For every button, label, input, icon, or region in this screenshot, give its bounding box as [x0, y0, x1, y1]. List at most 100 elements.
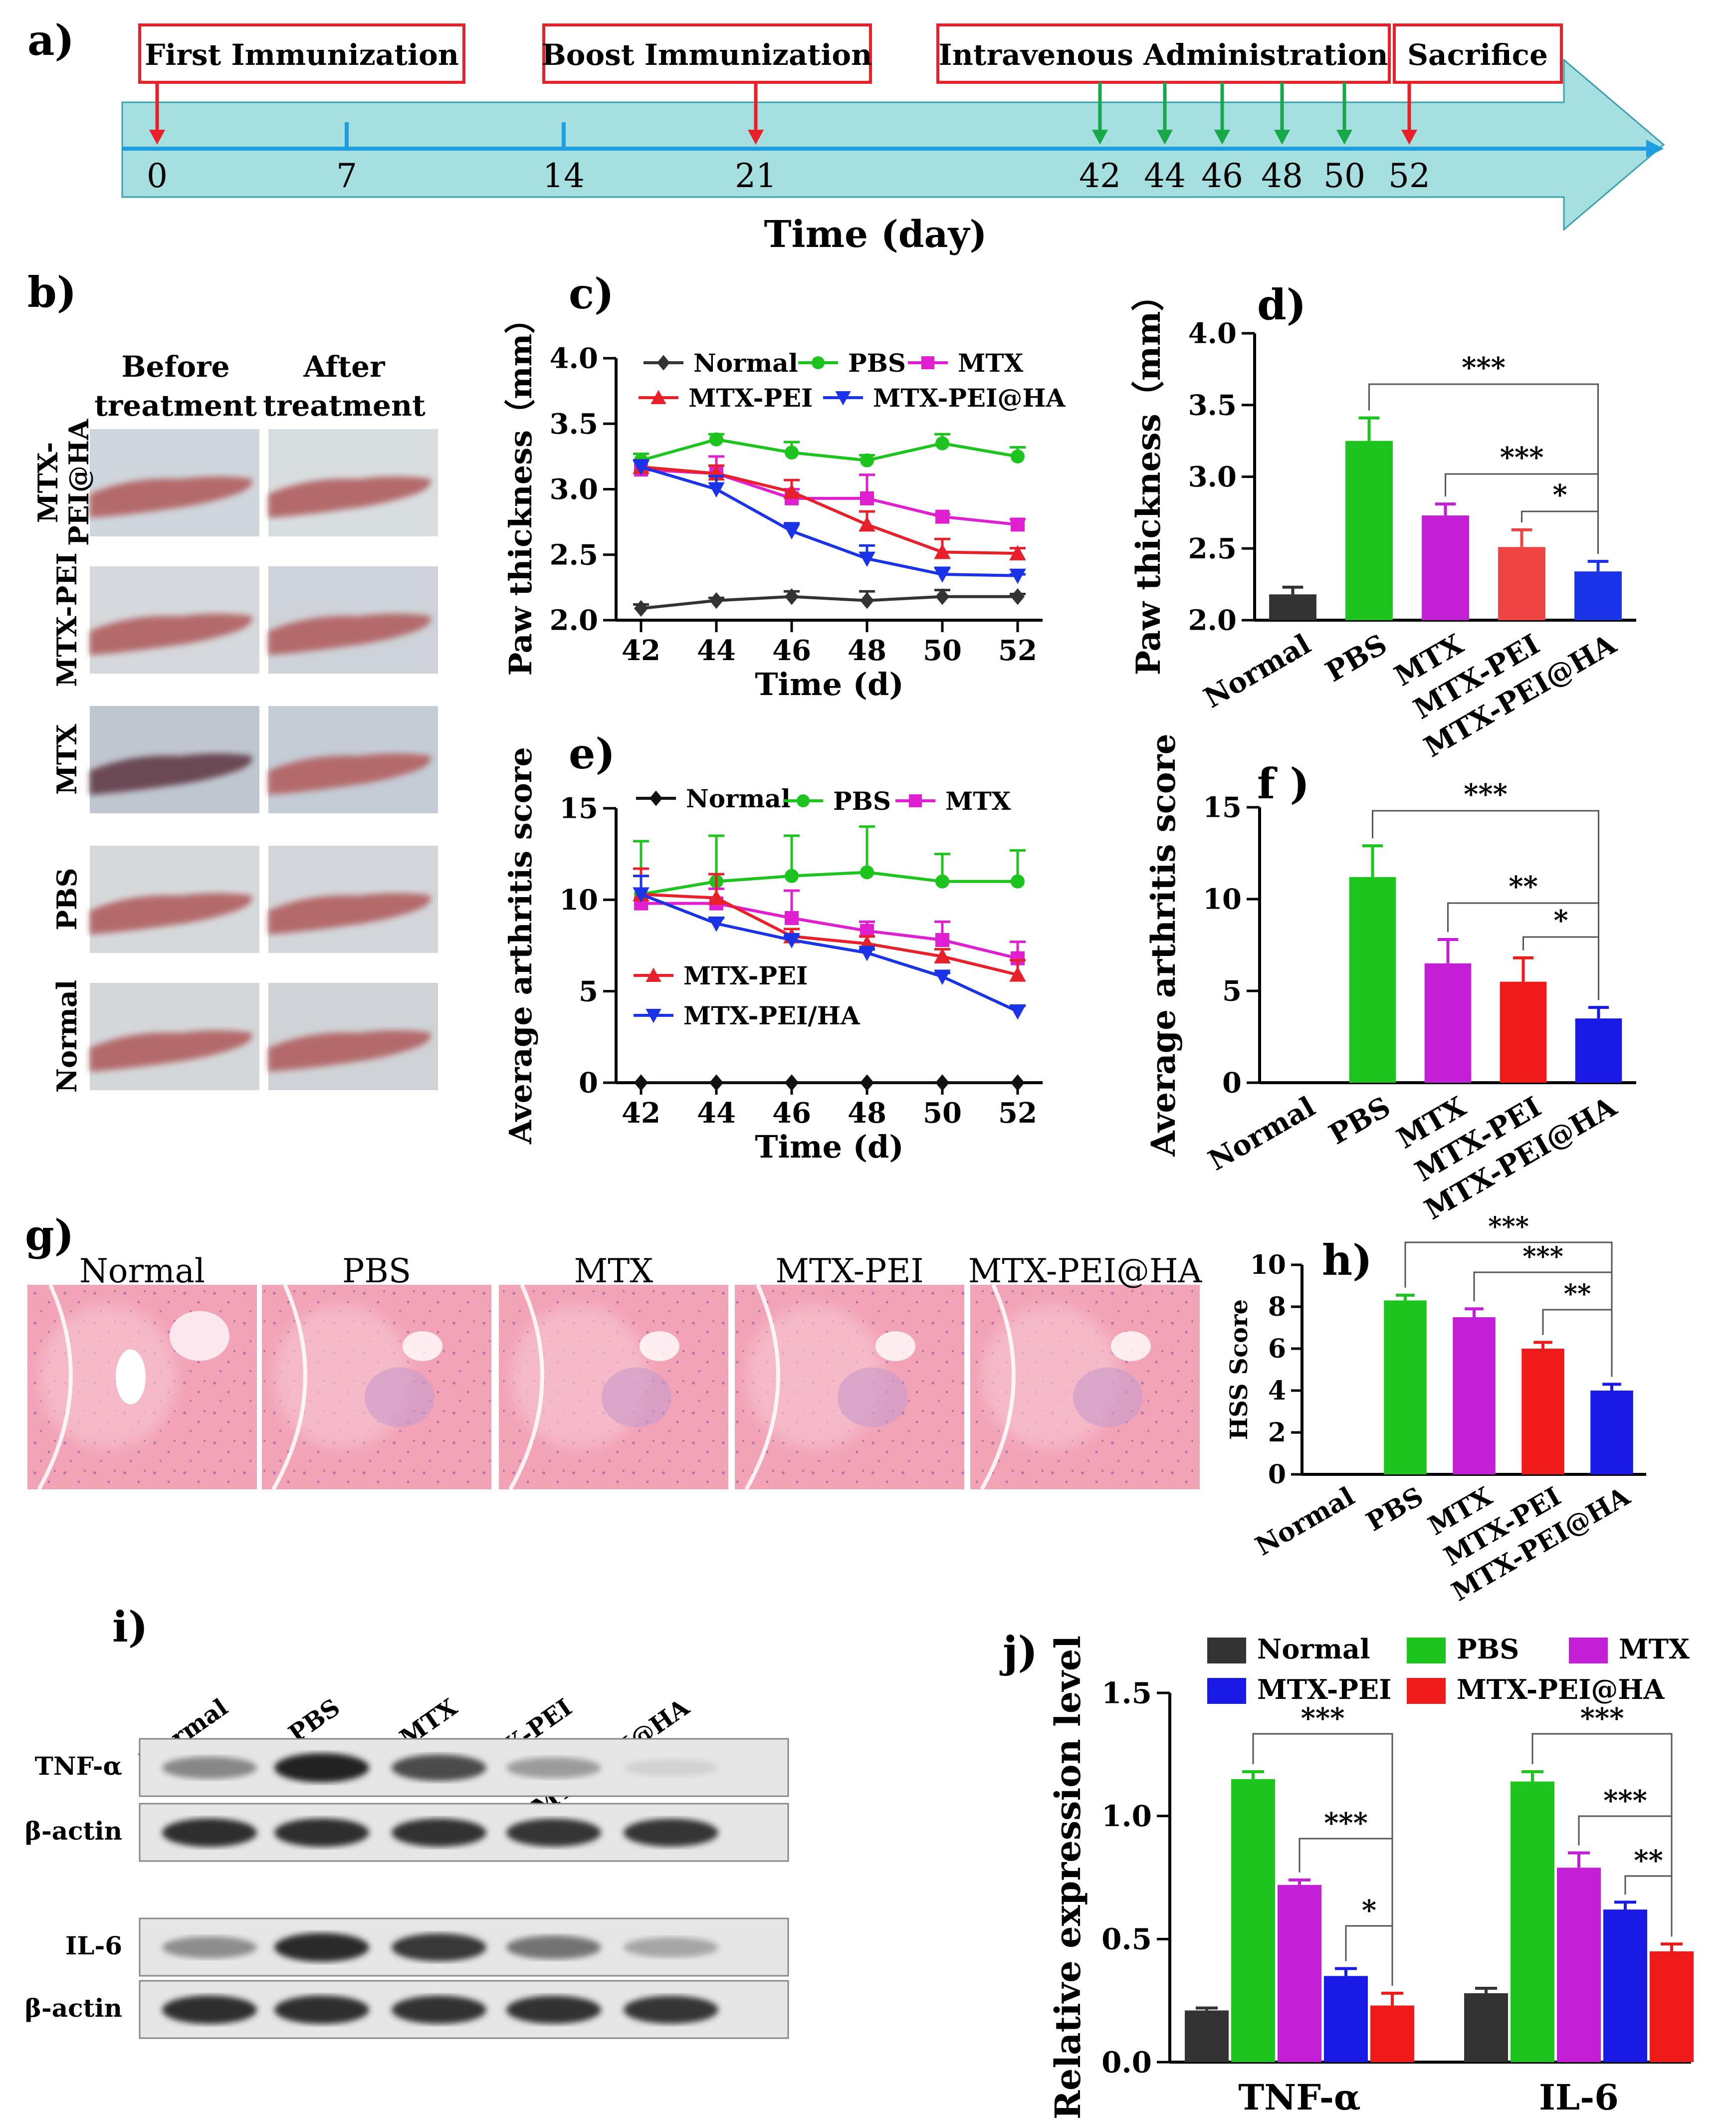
panel-label-c: c) — [569, 269, 614, 318]
chart-c-x-tick-label: 44 — [697, 634, 736, 667]
significance-bracket — [1299, 1838, 1393, 1986]
data-point-MTX-PEI — [934, 543, 951, 559]
timeline-event-box-0 — [138, 23, 465, 84]
series-line-PBS — [641, 438, 1018, 462]
legend-label-PBS: PBS — [848, 348, 906, 378]
chart-d-y-tick-label: 4.0 — [1188, 317, 1237, 350]
chart-e-x-tick-label: 50 — [923, 1097, 962, 1130]
chart-e-arthritis-score-line: 0 5 10 15 42 44 46 48 50 52 Time (d) Average arthri… — [502, 747, 1043, 1165]
chart-h-y-tick-label: 10 — [1250, 1250, 1286, 1280]
significance-bracket — [1521, 510, 1599, 554]
histology-void — [1111, 1331, 1151, 1361]
chart-f-y-axis-title: Average arthritis score — [1144, 733, 1183, 1157]
blot-band — [506, 1757, 601, 1778]
timeline-event-label-3: Sacrifice — [1407, 38, 1548, 72]
data-point-MTX-PEI@HA — [934, 567, 951, 583]
data-point-MTX-PEI@HA — [633, 460, 650, 475]
timeline-event-label-2: Intravenous Administration — [938, 38, 1388, 72]
blot-band — [162, 1756, 257, 1779]
chart-f-y-tick-label: 5 — [1222, 975, 1242, 1008]
data-point-PBS — [1011, 449, 1025, 464]
significance-label: ** — [1564, 1279, 1591, 1309]
legend-marker-MTX — [909, 794, 922, 807]
blot-band — [506, 1935, 601, 1959]
timeline-tick-label-42: 42 — [1079, 157, 1121, 195]
chart-c-y-axis-title: Paw thickness（mm） — [502, 303, 539, 676]
chart-e-x-tick-label: 46 — [772, 1097, 811, 1130]
chart-e-y-tick-label: 0 — [579, 1067, 598, 1100]
chart-c-paw-thickness-line: 2.0 2.5 3.0 3.5 4.0 42 44 46 48 50 52 Time (d) Paw t… — [502, 303, 1066, 703]
data-point-MTX-PEI/HA — [633, 887, 650, 903]
bar-IL-6-MTX-PEI — [1603, 1909, 1647, 2062]
blot-band — [274, 1818, 369, 1847]
blot-band — [162, 1818, 257, 1847]
bar-IL-6-PBS — [1511, 1781, 1554, 2062]
photo-col-header-1-1: treatment — [263, 389, 426, 423]
photo-row-label-line: MTX- — [32, 442, 64, 523]
chart-e-y-tick-label: 10 — [559, 884, 598, 917]
panel-label-g: g) — [25, 1210, 74, 1260]
data-point-MTX-PEI@HA — [1009, 568, 1026, 584]
chart-d-y-axis-title: Paw thickness（mm） — [1129, 278, 1168, 676]
paw-photo-grid: BeforetreatmentAftertreatmentMTX-PEI@HAM… — [32, 350, 438, 1093]
x-category-label-PBS: PBS — [1323, 1090, 1396, 1151]
x-category-label-PBS: PBS — [1320, 628, 1392, 689]
paw-shape-3-1 — [268, 893, 431, 935]
photo-row-label-line: MTX-PEI — [51, 552, 83, 687]
histology-void — [170, 1311, 229, 1361]
bar-MTX-PEI — [1500, 981, 1547, 1083]
histology-void — [875, 1331, 915, 1361]
legend-label-MTX-PEI@HA: MTX-PEI@HA — [873, 383, 1066, 413]
chart-e-x-axis-title: Time (d) — [755, 1129, 903, 1165]
legend-label-Normal: Normal — [686, 784, 791, 813]
legend-label-MTX-PEI: MTX-PEI — [1257, 1673, 1391, 1705]
significance-label: *** — [1462, 351, 1506, 384]
significance-bracket — [1522, 936, 1599, 1000]
panel-label-b: b) — [27, 267, 76, 317]
arrow-administration-48-head — [1274, 130, 1290, 145]
timeline-panel: 0 7 14 21 42 44 46 48 50 52 First Immunization Boos… — [121, 23, 1665, 256]
data-point-MTX-PEI@HA — [708, 482, 725, 498]
timeline-tick-label-48: 48 — [1261, 157, 1303, 195]
histology-joint-space — [980, 1284, 1016, 1490]
bar-MTX-PEI — [1521, 1349, 1564, 1474]
significance-label: *** — [1500, 441, 1544, 474]
paw-shape-1-0 — [90, 614, 252, 655]
arrow-administration-50-head — [1336, 130, 1352, 145]
data-point-PBS — [709, 432, 723, 447]
significance-label: *** — [1464, 778, 1508, 811]
chart-j-y-tick-label: 1.5 — [1101, 1676, 1152, 1710]
blot-band — [162, 1995, 257, 2024]
legend-marker-Normal — [657, 355, 670, 371]
histology-label-Normal: Normal — [79, 1252, 205, 1290]
paw-shape-2-0 — [90, 753, 252, 795]
data-point-Normal — [860, 592, 874, 609]
data-point-MTX — [860, 491, 874, 505]
timeline-tick-label-52: 52 — [1388, 157, 1430, 195]
chart-c-x-axis-title: Time (d) — [755, 666, 903, 703]
histology-label-PBS: PBS — [342, 1252, 411, 1290]
series-line-MTX-PEI@HA — [641, 465, 1018, 577]
legend-marker-PBS — [812, 356, 825, 369]
chart-h-y-tick-label: 6 — [1268, 1334, 1286, 1364]
bar-MTX-PEI@HA — [1590, 1391, 1633, 1474]
significance-bracket — [1368, 383, 1599, 554]
data-point-Normal — [860, 1074, 874, 1091]
bar-IL-6-MTX — [1557, 1868, 1601, 2062]
significance-label: * — [1552, 478, 1567, 511]
legend-label-MTX-PEI: MTX-PEI — [688, 383, 813, 413]
blot-row-label-0: TNF-α — [35, 1751, 122, 1781]
histology-void — [403, 1331, 442, 1361]
chart-e-y-tick-label: 5 — [579, 975, 598, 1008]
legend-label-PBS: PBS — [1457, 1633, 1519, 1665]
histology-joint-space — [37, 1284, 73, 1490]
legend-marker-MTX-PEI — [651, 390, 666, 404]
photo-row-label-1: MTX-PEI — [51, 552, 83, 687]
bar-MTX-PEI@HA — [1574, 571, 1622, 620]
chart-h-y-tick-label: 0 — [1268, 1459, 1286, 1490]
bar-PBS — [1345, 441, 1393, 620]
chart-e-x-tick-label: 52 — [998, 1097, 1037, 1130]
bar-IL-6-Normal — [1464, 1993, 1508, 2062]
legend-label-MTX: MTX — [1619, 1633, 1690, 1665]
